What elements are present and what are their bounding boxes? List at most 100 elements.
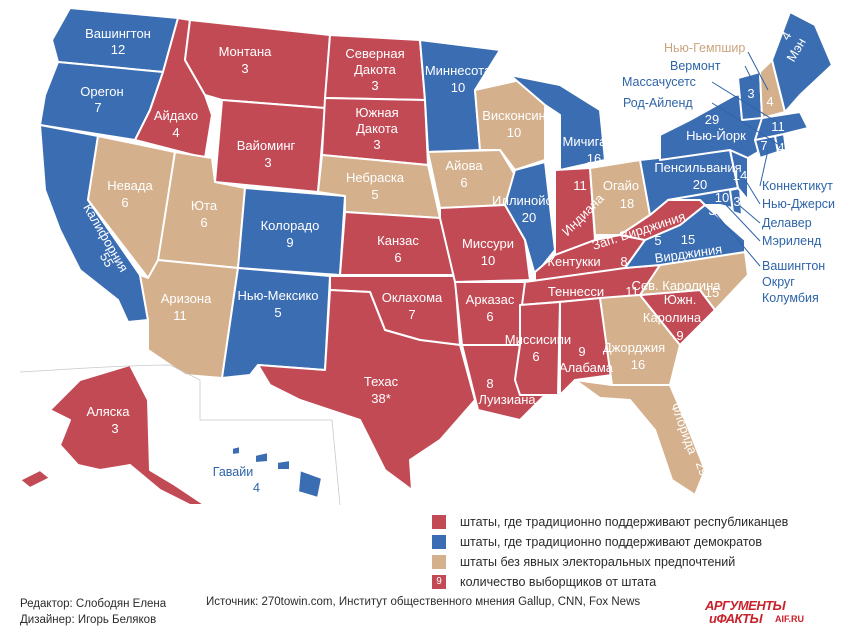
label-tennessee-name: Теннесси xyxy=(548,284,604,299)
label-alaska-name: Аляска xyxy=(87,404,131,419)
label-south-carolina-votes: 9 xyxy=(676,328,683,343)
label-new-jersey-name: Нью-Джерси xyxy=(762,197,835,211)
leader-connecticut xyxy=(759,149,769,187)
label-utah-name: Юта xyxy=(191,198,218,213)
leader-new-hampshire xyxy=(747,51,769,91)
label-kentucky-votes: 8 xyxy=(620,254,627,269)
leader-maryland xyxy=(725,204,761,242)
label-north-carolina-name: Сев. Каролина xyxy=(632,278,722,293)
state-georgia xyxy=(599,294,681,386)
label-virginia-votes: 15 xyxy=(681,232,695,247)
label-ohio-votes: 18 xyxy=(620,196,634,211)
label-rhode-island-name: Род-Айленд xyxy=(623,96,693,110)
label-kansas-name: Канзас xyxy=(377,233,419,248)
label-new-jersey-votes: 14 xyxy=(733,168,747,183)
label-michigan-name: Мичиган xyxy=(563,134,614,149)
label-kentucky-name: Кентукки xyxy=(547,254,600,269)
label-ohio-name: Огайо xyxy=(603,178,639,193)
label-indiana-votes: 11 xyxy=(573,178,587,193)
label-new-mexico-name: Нью-Мексико xyxy=(237,288,318,303)
label-south-dakota-name-1: Южная xyxy=(355,105,398,120)
label-oregon-votes: 7 xyxy=(94,100,101,115)
logo-url: AIF.RU xyxy=(775,614,804,624)
label-california-votes: 55 xyxy=(97,250,117,270)
label-mississippi-votes: 6 xyxy=(532,349,539,364)
label-nebraska-name: Небраска xyxy=(346,170,405,185)
label-vermont-name: Вермонт xyxy=(670,59,721,73)
leader-delaware xyxy=(739,205,761,224)
label-alaska-votes: 3 xyxy=(111,421,118,436)
label-washington-votes: 12 xyxy=(111,42,125,57)
state-new-mexico xyxy=(221,267,331,379)
label-massachusetts-votes: 11 xyxy=(771,119,785,134)
leader-new-jersey xyxy=(743,177,761,205)
state-alaska xyxy=(49,364,206,506)
state-massachusetts xyxy=(754,111,809,141)
legend-swing: штаты без явных электоральных предпочтен… xyxy=(432,552,788,572)
label-georgia-name: Джорджия xyxy=(603,340,665,355)
label-south-carolina-name-2: Каролина xyxy=(643,310,702,325)
label-idaho-name: Айдахо xyxy=(154,108,198,123)
label-iowa-votes: 6 xyxy=(460,175,467,190)
state-michigan xyxy=(509,74,606,171)
label-dc-name-1: Вашингтон xyxy=(762,259,825,273)
label-colorado-votes: 9 xyxy=(286,235,293,250)
label-south-carolina-name-1: Южн. xyxy=(664,292,697,307)
label-west-virginia-votes: 5 xyxy=(654,233,661,248)
label-oregon-name: Орегон xyxy=(80,84,123,99)
label-south-dakota-votes: 3 xyxy=(373,137,380,152)
label-missouri-name: Миссури xyxy=(462,236,514,251)
label-utah-votes: 6 xyxy=(200,215,207,230)
label-north-carolina-votes: 15 xyxy=(705,285,719,300)
state-maine xyxy=(771,11,833,113)
state-alabama xyxy=(559,297,613,396)
label-missouri-votes: 10 xyxy=(481,253,495,268)
label-idaho-votes: 4 xyxy=(172,125,179,140)
legend-votes: 9 количество выборщиков от штата xyxy=(432,572,788,592)
label-texas-votes: 38* xyxy=(371,391,391,406)
label-colorado-name: Колорадо xyxy=(261,218,320,233)
label-delaware-name: Делавер xyxy=(762,216,812,230)
legend-label-swing: штаты без явных электоральных предпочтен… xyxy=(460,555,736,569)
label-new-york-name: Нью-Йорк xyxy=(686,128,746,143)
label-montana-name: Монтана xyxy=(219,44,273,59)
label-louisiana-votes: 8 xyxy=(486,376,493,391)
state-texas xyxy=(257,289,476,491)
state-arizona xyxy=(139,259,239,379)
label-delaware-votes: 3 xyxy=(733,194,740,209)
label-dc-name-2: Округ xyxy=(762,275,795,289)
label-dc-votes: 3 xyxy=(708,203,715,218)
label-new-york-votes: 29 xyxy=(705,112,719,127)
label-north-dakota-votes: 3 xyxy=(371,78,378,93)
label-oklahoma-name: Оклахома xyxy=(382,290,443,305)
state-hawaii xyxy=(231,445,323,499)
label-arkansas-name: Арказас xyxy=(466,292,515,307)
logo-line-1: АРГУМЕНТЫ xyxy=(705,598,786,613)
credit-editor: Редактор: Слободян Елена xyxy=(20,598,167,610)
label-georgia-votes: 16 xyxy=(631,357,645,372)
logo-line-2: иФАКТЫ xyxy=(709,611,763,626)
label-new-hampshire-name: Нью-Гемпшир xyxy=(664,41,745,55)
legend-republican: штаты, где традиционно поддерживают респ… xyxy=(432,512,788,532)
label-nebraska-votes: 5 xyxy=(371,187,378,202)
legend-swatch-votes: 9 xyxy=(432,575,446,589)
legend-label-republican: штаты, где традиционно поддерживают респ… xyxy=(460,515,789,529)
state-delaware xyxy=(729,187,743,216)
label-massachusetts-name: Массачусетс xyxy=(622,75,696,89)
label-mississippi-name: Миссисипи xyxy=(505,332,571,347)
aif-logo: АРГУМЕНТЫ иФАКТЫ AIF.RU xyxy=(705,598,815,626)
label-dc-name-3: Колумбия xyxy=(762,291,819,305)
label-tennessee-votes: 11 xyxy=(625,284,639,299)
leader-dc xyxy=(715,213,761,267)
label-alabama-votes: 9 xyxy=(578,344,585,359)
label-wisconsin-votes: 10 xyxy=(507,125,521,140)
label-hawaii-name: Гавайи xyxy=(213,465,253,479)
label-connecticut-name: Коннектикут xyxy=(762,179,833,193)
legend-swatch-swing xyxy=(432,555,446,569)
legend-label-votes: количество выборщиков от штата xyxy=(460,575,657,589)
label-arizona-name: Аризона xyxy=(161,291,212,306)
label-north-dakota-name-1: Северная xyxy=(345,46,404,61)
label-alabama-name: Алабама xyxy=(559,360,614,375)
